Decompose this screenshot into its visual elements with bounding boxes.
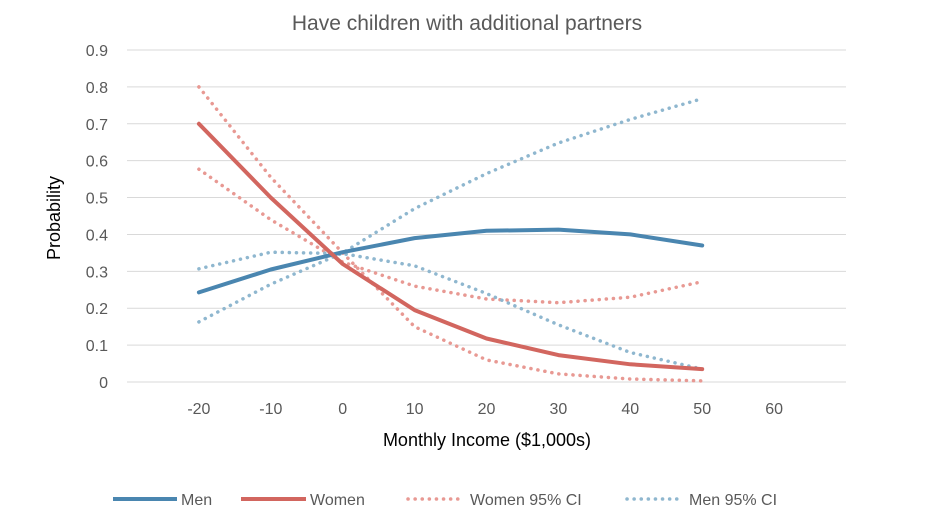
series-line-women-95-ci: [197, 85, 704, 383]
legend-label: Women: [310, 492, 365, 509]
y-axis-tick-labels: 0 0.1 0.2 0.3 0.4 0.5 0.6 0.7 0.8 0.9: [86, 43, 108, 392]
legend: Men Women Women 95% CI Men 95% CI: [113, 492, 777, 509]
y-tick-label: 0.4: [86, 227, 108, 244]
y-axis-label: Probability: [44, 176, 64, 260]
y-tick-label: 0.8: [86, 80, 108, 97]
y-tick-label: 0.3: [86, 264, 108, 281]
y-tick-label: 0.1: [86, 338, 108, 355]
data-series: [196, 85, 705, 383]
x-tick-label: 50: [693, 401, 711, 418]
series-line-men-95-ci: [197, 250, 704, 371]
chart-title: Have children with additional partners: [292, 12, 642, 35]
x-tick-label: -10: [259, 401, 282, 418]
x-tick-label: 30: [550, 401, 568, 418]
x-axis-tick-labels: -20 -10 0 10 20 30 40 50 60: [187, 401, 783, 418]
gridlines: [127, 49, 846, 383]
x-tick-label: 60: [765, 401, 783, 418]
x-tick-label: -20: [187, 401, 210, 418]
y-tick-label: 0.6: [86, 154, 108, 171]
x-tick-label: 40: [621, 401, 639, 418]
y-tick-label: 0.7: [86, 117, 108, 134]
legend-label: Men: [181, 492, 212, 509]
y-tick-label: 0.9: [86, 43, 108, 60]
x-tick-label: 10: [406, 401, 424, 418]
x-axis-label: Monthly Income ($1,000s): [383, 430, 591, 450]
x-tick-label: 20: [478, 401, 496, 418]
legend-label: Men 95% CI: [689, 492, 777, 509]
series-line-women-95-ci: [197, 167, 704, 305]
series-line-men-95-ci: [197, 96, 704, 324]
y-tick-label: 0.5: [86, 191, 108, 208]
series-line-women: [196, 121, 705, 372]
series-line-men: [196, 227, 705, 295]
y-tick-label: 0.2: [86, 301, 108, 318]
x-tick-label: 0: [338, 401, 347, 418]
y-tick-label: 0: [99, 375, 108, 392]
legend-label: Women 95% CI: [470, 492, 582, 509]
